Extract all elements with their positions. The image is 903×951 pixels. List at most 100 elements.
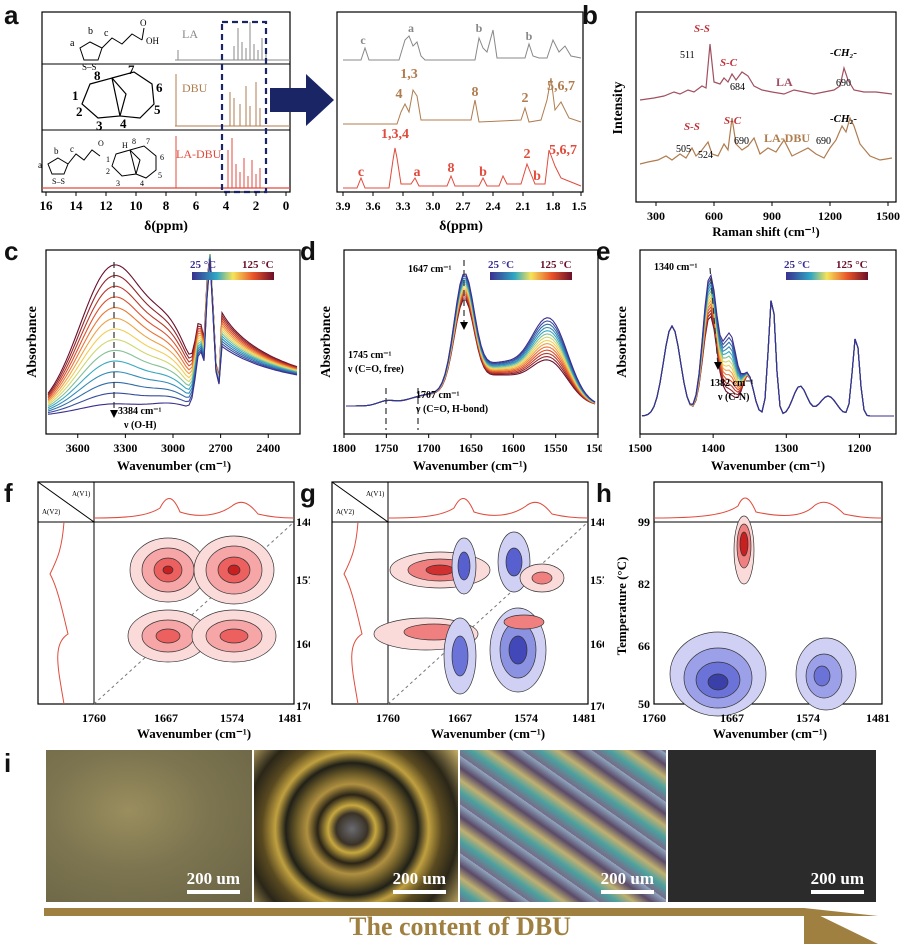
svg-text:O: O bbox=[98, 139, 104, 148]
dbu-content-arrow bbox=[44, 908, 878, 944]
raman-figure: Intensity S-S S-C S-S S-C -CH₂- -CH₂- 51… bbox=[611, 11, 900, 238]
svg-text:ν (C=O, H-bond): ν (C=O, H-bond) bbox=[415, 404, 488, 415]
svg-text:8: 8 bbox=[448, 161, 455, 176]
panel-label-g: g bbox=[300, 478, 316, 508]
svg-text:b: b bbox=[479, 165, 487, 180]
svg-text:4: 4 bbox=[396, 87, 403, 102]
svg-text:1667: 1667 bbox=[154, 711, 178, 725]
svg-text:2: 2 bbox=[106, 167, 110, 176]
svg-text:Wavenumber (cm⁻¹): Wavenumber (cm⁻¹) bbox=[711, 458, 825, 473]
x-tick-label: 2400 bbox=[256, 441, 280, 455]
micrograph-4: 200 um bbox=[668, 750, 876, 902]
nmr-zoom-axis-title: δ(ppm) bbox=[439, 219, 483, 234]
x-tick-label: 3000 bbox=[161, 441, 185, 455]
svg-text:1.5: 1.5 bbox=[572, 199, 587, 213]
label-la: LA bbox=[182, 27, 198, 41]
scale-bar-4: 200 um bbox=[810, 869, 864, 894]
ftir-series-line bbox=[641, 273, 894, 417]
svg-text:Intensity: Intensity bbox=[611, 82, 626, 135]
svg-text:14: 14 bbox=[70, 198, 84, 213]
svg-text:a: a bbox=[414, 165, 421, 180]
svg-text:8: 8 bbox=[472, 85, 479, 100]
label-la-dbu: LA-DBU bbox=[176, 147, 222, 161]
svg-text:6: 6 bbox=[160, 153, 164, 162]
scale-bar-1: 200 um bbox=[186, 869, 240, 894]
scale-bar-2: 200 um bbox=[392, 869, 446, 894]
arrow-icon bbox=[270, 74, 334, 126]
x-tick-label: 2700 bbox=[209, 441, 233, 455]
svg-text:b: b bbox=[476, 21, 483, 35]
svg-text:7: 7 bbox=[128, 62, 135, 77]
svg-text:c: c bbox=[104, 28, 109, 39]
svg-text:8: 8 bbox=[132, 137, 136, 146]
svg-text:99: 99 bbox=[638, 515, 650, 529]
corr-h-figure: Temperature (°C) 99 82 66 50 1760 1667 1… bbox=[614, 481, 890, 741]
svg-text:1760: 1760 bbox=[642, 711, 666, 725]
svg-text:1574: 1574 bbox=[796, 711, 820, 725]
svg-text:3.6: 3.6 bbox=[366, 199, 381, 213]
svg-text:12: 12 bbox=[100, 198, 113, 213]
svg-text:A(V2): A(V2) bbox=[336, 508, 355, 516]
svg-text:LA: LA bbox=[776, 75, 793, 89]
svg-text:A(V2): A(V2) bbox=[42, 508, 61, 516]
svg-text:2.4: 2.4 bbox=[486, 199, 501, 213]
svg-text:Wavenumber (cm⁻¹): Wavenumber (cm⁻¹) bbox=[413, 458, 527, 473]
svg-text:Absorbance: Absorbance bbox=[615, 306, 630, 378]
x-tick-label: 1800 bbox=[332, 441, 356, 455]
ftir-series-line bbox=[47, 254, 298, 407]
ftir-series-line bbox=[47, 253, 298, 396]
svg-text:66: 66 bbox=[638, 639, 650, 653]
ftir-series-line bbox=[47, 256, 298, 410]
svg-text:Absorbance: Absorbance bbox=[25, 306, 40, 378]
ftir-series-line bbox=[47, 253, 298, 402]
svg-text:1.8: 1.8 bbox=[546, 199, 561, 213]
ftir-c-series bbox=[47, 253, 298, 415]
svg-text:1760: 1760 bbox=[296, 699, 310, 713]
svg-text:Wavenumber (cm⁻¹): Wavenumber (cm⁻¹) bbox=[137, 726, 251, 741]
svg-text:8: 8 bbox=[163, 198, 170, 213]
svg-text:1481: 1481 bbox=[590, 515, 604, 529]
x-tick-label: 1500 bbox=[586, 441, 602, 455]
ftir-d-figure: Absorbance 1647 cm⁻¹ 1745 cm⁻¹ ν (C=O, f… bbox=[319, 249, 602, 473]
temp-colorbar-c bbox=[192, 272, 274, 280]
svg-text:a: a bbox=[70, 38, 75, 49]
svg-text:S-S: S-S bbox=[684, 121, 700, 133]
panel-label-e: e bbox=[596, 236, 611, 266]
nmr-main-figure: LA DBU LA-DBU a b c S–S O OH 8 7 1 6 2 3… bbox=[38, 11, 291, 234]
temp-colorbar-e bbox=[786, 272, 868, 280]
x-tick-label: 3600 bbox=[66, 441, 90, 455]
svg-text:25 °C: 25 °C bbox=[784, 259, 810, 271]
ftir-series-line bbox=[47, 258, 298, 414]
svg-text:1647 cm⁻¹: 1647 cm⁻¹ bbox=[408, 264, 452, 275]
x-tick-label: 1500 bbox=[628, 441, 652, 455]
dbu-structure bbox=[81, 71, 155, 119]
svg-text:8: 8 bbox=[94, 68, 101, 83]
ftir-e-series bbox=[641, 273, 894, 417]
svg-text:c: c bbox=[358, 165, 364, 180]
svg-text:b: b bbox=[533, 169, 541, 184]
ftir-c-figure: Absorbance 3384 cm⁻¹ ν (O-H) 25 °C 125 °… bbox=[25, 249, 301, 473]
ftir-series-line bbox=[47, 253, 298, 406]
svg-text:3: 3 bbox=[96, 118, 103, 133]
svg-text:2: 2 bbox=[76, 104, 83, 119]
svg-text:S-C: S-C bbox=[724, 115, 742, 127]
x-tick-label: 3300 bbox=[113, 441, 137, 455]
svg-text:1340 cm⁻¹: 1340 cm⁻¹ bbox=[654, 262, 698, 273]
svg-text:25 °C: 25 °C bbox=[488, 259, 514, 271]
panel-label-h: h bbox=[596, 478, 612, 508]
panel-label-a: a bbox=[4, 0, 19, 30]
svg-text:a: a bbox=[408, 21, 414, 35]
svg-text:690: 690 bbox=[734, 136, 749, 147]
svg-text:3: 3 bbox=[116, 179, 120, 188]
svg-text:5,6,7: 5,6,7 bbox=[547, 79, 575, 94]
svg-text:3.0: 3.0 bbox=[426, 199, 441, 213]
ftir-series-line bbox=[47, 253, 298, 404]
svg-text:Raman shift (cm⁻¹): Raman shift (cm⁻¹) bbox=[712, 224, 820, 238]
x-tick-label: 1700 bbox=[417, 441, 441, 455]
x-tick-label: 1750 bbox=[374, 441, 398, 455]
x-tick-label: 1550 bbox=[544, 441, 568, 455]
svg-text:A(V1): A(V1) bbox=[72, 490, 91, 498]
svg-text:10: 10 bbox=[130, 198, 143, 213]
svg-text:4: 4 bbox=[120, 116, 127, 131]
svg-text:b: b bbox=[54, 146, 59, 156]
